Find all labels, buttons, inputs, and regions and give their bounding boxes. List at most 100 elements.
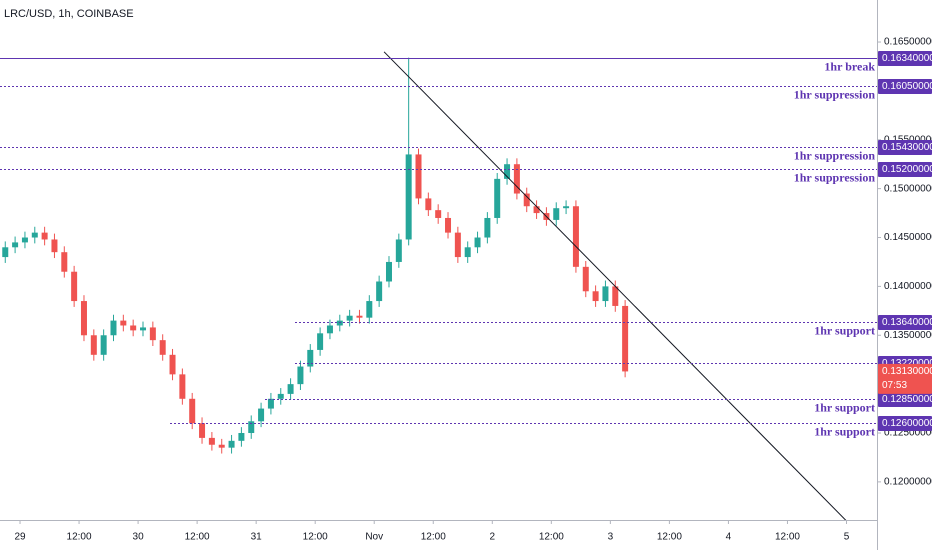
candle-body — [376, 281, 383, 302]
level-note: 1hr support — [814, 424, 875, 438]
candle-body — [454, 232, 461, 258]
x-tick-label: 31 — [251, 532, 263, 543]
candle-body — [494, 178, 501, 218]
countdown-label: 07:53 — [882, 380, 907, 391]
level-price-box — [878, 392, 932, 407]
trend-line — [383, 51, 847, 520]
candle-body — [80, 301, 87, 336]
candle-body — [612, 286, 619, 306]
axes: 29 12:00 30 12:00 31 12:00 Nov 12:00 2 12:00 3 12:0… — [14, 37, 932, 543]
candle-body — [110, 320, 117, 336]
candle-body — [474, 237, 481, 248]
candle-body — [484, 217, 491, 238]
last-price-label: 0.13130000 — [882, 366, 932, 377]
level-note: 1hr suppression — [794, 148, 876, 162]
candle-body — [435, 210, 442, 218]
x-tick-label: 29 — [14, 532, 26, 543]
candle-body — [287, 384, 294, 394]
y-tick-label: 0.13500000 — [884, 330, 932, 341]
candle-body — [218, 444, 225, 448]
level-note: 1hr suppression — [794, 87, 876, 101]
level-price-box — [878, 51, 932, 66]
level-price-box — [878, 140, 932, 155]
x-tick-label: 30 — [133, 532, 145, 543]
candle-body — [179, 374, 186, 399]
candle-body — [100, 335, 107, 355]
y-tick-label: 0.12000000 — [884, 477, 932, 488]
candle-body — [41, 232, 48, 240]
level-price-box — [878, 79, 932, 94]
x-tick-label: 12:00 — [775, 532, 800, 543]
candle-body — [385, 261, 392, 282]
candle-body — [258, 408, 265, 422]
candle-body — [533, 206, 540, 214]
candle-body — [2, 247, 9, 258]
plot-area — [0, 51, 877, 520]
x-tick-label: 12:00 — [657, 532, 682, 543]
candle-body — [277, 393, 284, 399]
candle-body — [21, 237, 28, 243]
candle-body — [513, 164, 520, 194]
candle-body — [602, 286, 609, 302]
candle-body — [208, 437, 215, 445]
candle-body — [356, 315, 363, 318]
candle-body — [326, 325, 333, 334]
candle-body — [395, 239, 402, 262]
candle-body — [366, 301, 373, 318]
candle-body — [622, 305, 629, 372]
candle-body — [228, 440, 235, 448]
candle-body — [169, 354, 176, 375]
candle-body — [238, 433, 245, 441]
candle-body — [415, 154, 422, 199]
y-tick-label: 0.14500000 — [884, 232, 932, 243]
candle-body — [12, 242, 19, 248]
level-price-label: 0.16050000 — [882, 81, 932, 92]
x-tick-label: 5 — [844, 532, 850, 543]
level-note: 1hr support — [814, 323, 875, 337]
chart-title: LRC/USD, 1h, COINBASE — [4, 8, 134, 20]
level-price-label: 0.12600000 — [882, 418, 932, 429]
candle-body — [140, 327, 147, 331]
x-tick-label: 12:00 — [539, 532, 564, 543]
candle-body — [130, 325, 137, 331]
level-price-label: 0.15200000 — [882, 164, 932, 175]
level-price-box — [878, 315, 932, 330]
level-price-box — [878, 162, 932, 177]
candle-body — [189, 398, 196, 424]
level-price-label: 0.12850000 — [882, 394, 932, 405]
candle-body — [592, 291, 599, 302]
y-tick-label: 0.15500000 — [884, 134, 932, 145]
candle-body — [248, 421, 255, 434]
x-tick-label: 12:00 — [185, 532, 210, 543]
candle-body — [504, 164, 511, 179]
candle-body — [297, 366, 304, 385]
candle-body — [553, 208, 560, 220]
candle-body — [523, 193, 530, 207]
candle-body — [90, 335, 97, 355]
last-price-box — [878, 363, 932, 394]
candle-body — [307, 349, 314, 367]
candle-body — [71, 271, 78, 302]
x-tick-label: 4 — [726, 532, 732, 543]
y-tick-label: 0.14000000 — [884, 281, 932, 292]
x-tick-label: 3 — [608, 532, 614, 543]
candle-body — [199, 423, 206, 438]
candle-body — [572, 206, 579, 267]
level-price-label: 0.13640000 — [882, 317, 932, 328]
candle-body — [51, 239, 58, 253]
candle-body — [336, 320, 343, 326]
x-tick-label: 12:00 — [303, 532, 328, 543]
y-tick-label: 0.16500000 — [884, 37, 932, 48]
candle-body — [120, 320, 127, 326]
level-price-label: 0.16340000 — [882, 53, 932, 64]
candle-body — [149, 327, 156, 341]
candle-body — [445, 217, 452, 233]
candle-body — [267, 398, 274, 409]
candle-body — [61, 252, 68, 272]
candle-body — [159, 340, 166, 355]
candle-body — [464, 247, 471, 258]
candle-body — [31, 232, 38, 238]
x-tick-label: 12:00 — [67, 532, 92, 543]
candle-body — [346, 315, 353, 321]
